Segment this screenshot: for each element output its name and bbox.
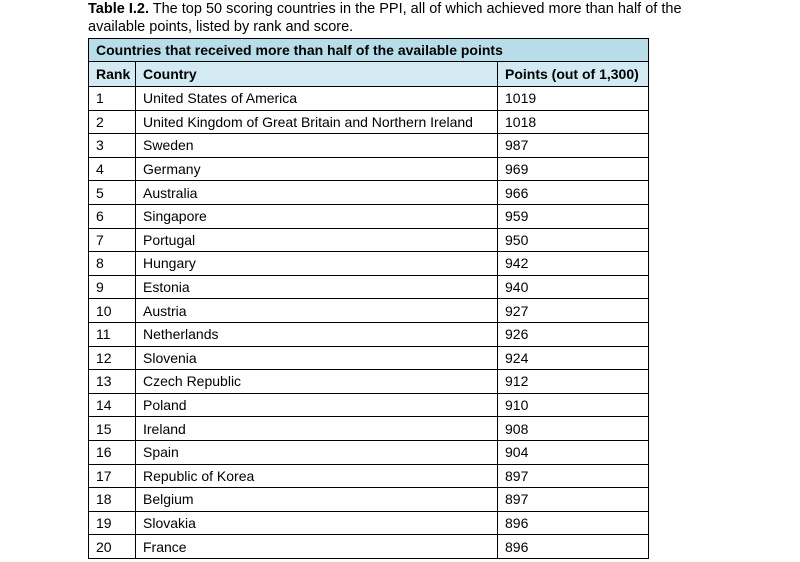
cell-rank: 4: [88, 156, 136, 182]
cell-country: Ireland: [135, 416, 498, 441]
header-rank: Rank: [88, 61, 136, 87]
cell-rank: 19: [88, 510, 136, 536]
cell-country: Slovakia: [135, 510, 498, 536]
table-row: 4 Germany 969: [88, 156, 649, 182]
table-header-row: Rank Country Points (out of 1,300): [88, 61, 649, 87]
table-row: 16 Spain 904: [88, 439, 649, 465]
table-row: 13 Czech Republic 912: [88, 369, 649, 394]
table-row: 10 Austria 927: [88, 298, 649, 323]
table-row: 17 Republic of Korea 897: [88, 463, 649, 489]
cell-rank: 14: [88, 392, 136, 418]
table-row: 6 Singapore 959: [88, 203, 649, 229]
cell-rank: 15: [88, 416, 136, 441]
cell-rank: 18: [88, 487, 136, 512]
header-points: Points (out of 1,300): [497, 61, 649, 87]
cell-points: 1019: [497, 86, 649, 111]
table-caption: Table I.2. The top 50 scoring countries …: [88, 0, 728, 36]
cell-country: Estonia: [135, 274, 498, 300]
cell-country: United Kingdom of Great Britain and Nort…: [135, 109, 498, 135]
cell-country: Portugal: [135, 227, 498, 253]
cell-rank: 16: [88, 439, 136, 465]
cell-points: 897: [497, 463, 649, 489]
table-row: 8 Hungary 942: [88, 251, 649, 276]
cell-rank: 13: [88, 369, 136, 394]
cell-rank: 2: [88, 109, 136, 135]
table-row: 1 United States of America 1019: [88, 86, 649, 111]
cell-country: Australia: [135, 180, 498, 205]
cell-points: 926: [497, 321, 649, 347]
cell-rank: 17: [88, 463, 136, 489]
table-title: Countries that received more than half o…: [88, 38, 649, 62]
cell-rank: 8: [88, 251, 136, 276]
table-row: 15 Ireland 908: [88, 416, 649, 441]
cell-rank: 11: [88, 321, 136, 347]
cell-points: 940: [497, 274, 649, 300]
cell-points: 987: [497, 133, 649, 158]
cell-points: 924: [497, 345, 649, 371]
cell-points: 910: [497, 392, 649, 418]
cell-country: Hungary: [135, 251, 498, 276]
table-row: 20 France 896: [88, 534, 649, 559]
cell-country: Spain: [135, 439, 498, 465]
cell-country: Poland: [135, 392, 498, 418]
cell-points: 966: [497, 180, 649, 205]
cell-points: 1018: [497, 109, 649, 135]
ppi-ranking-table: Countries that received more than half o…: [88, 38, 649, 559]
table-row: 12 Slovenia 924: [88, 345, 649, 371]
cell-points: 969: [497, 156, 649, 182]
cell-country: Republic of Korea: [135, 463, 498, 489]
cell-rank: 1: [88, 86, 136, 111]
cell-rank: 9: [88, 274, 136, 300]
cell-rank: 6: [88, 203, 136, 229]
table-row: 9 Estonia 940: [88, 274, 649, 300]
cell-country: Czech Republic: [135, 369, 498, 394]
cell-points: 896: [497, 534, 649, 559]
cell-country: France: [135, 534, 498, 559]
cell-country: Belgium: [135, 487, 498, 512]
cell-points: 896: [497, 510, 649, 536]
cell-country: United States of America: [135, 86, 498, 111]
table-row: 18 Belgium 897: [88, 487, 649, 512]
table-title-row: Countries that received more than half o…: [88, 38, 649, 62]
cell-points: 897: [497, 487, 649, 512]
cell-country: Sweden: [135, 133, 498, 158]
cell-points: 950: [497, 227, 649, 253]
cell-rank: 20: [88, 534, 136, 559]
cell-country: Slovenia: [135, 345, 498, 371]
cell-rank: 10: [88, 298, 136, 323]
cell-points: 959: [497, 203, 649, 229]
cell-country: Austria: [135, 298, 498, 323]
cell-country: Germany: [135, 156, 498, 182]
cell-points: 942: [497, 251, 649, 276]
cell-rank: 5: [88, 180, 136, 205]
table-row: 2 United Kingdom of Great Britain and Nor…: [88, 109, 649, 135]
table-row: 14 Poland 910: [88, 392, 649, 418]
table-row: 3 Sweden 987: [88, 133, 649, 158]
cell-points: 912: [497, 369, 649, 394]
cell-country: Singapore: [135, 203, 498, 229]
cell-rank: 12: [88, 345, 136, 371]
table-row: 5 Australia 966: [88, 180, 649, 205]
cell-rank: 7: [88, 227, 136, 253]
cell-points: 904: [497, 439, 649, 465]
caption-text: The top 50 scoring countries in the PPI,…: [88, 1, 682, 35]
table-row: 19 Slovakia 896: [88, 510, 649, 536]
cell-points: 927: [497, 298, 649, 323]
table-body: 1 United States of America 1019 2 United Kin…: [88, 86, 649, 559]
table-row: 11 Netherlands 926: [88, 321, 649, 347]
caption-label: Table I.2.: [88, 1, 149, 17]
table-row: 7 Portugal 950: [88, 227, 649, 253]
cell-points: 908: [497, 416, 649, 441]
cell-country: Netherlands: [135, 321, 498, 347]
header-country: Country: [135, 61, 498, 87]
cell-rank: 3: [88, 133, 136, 158]
